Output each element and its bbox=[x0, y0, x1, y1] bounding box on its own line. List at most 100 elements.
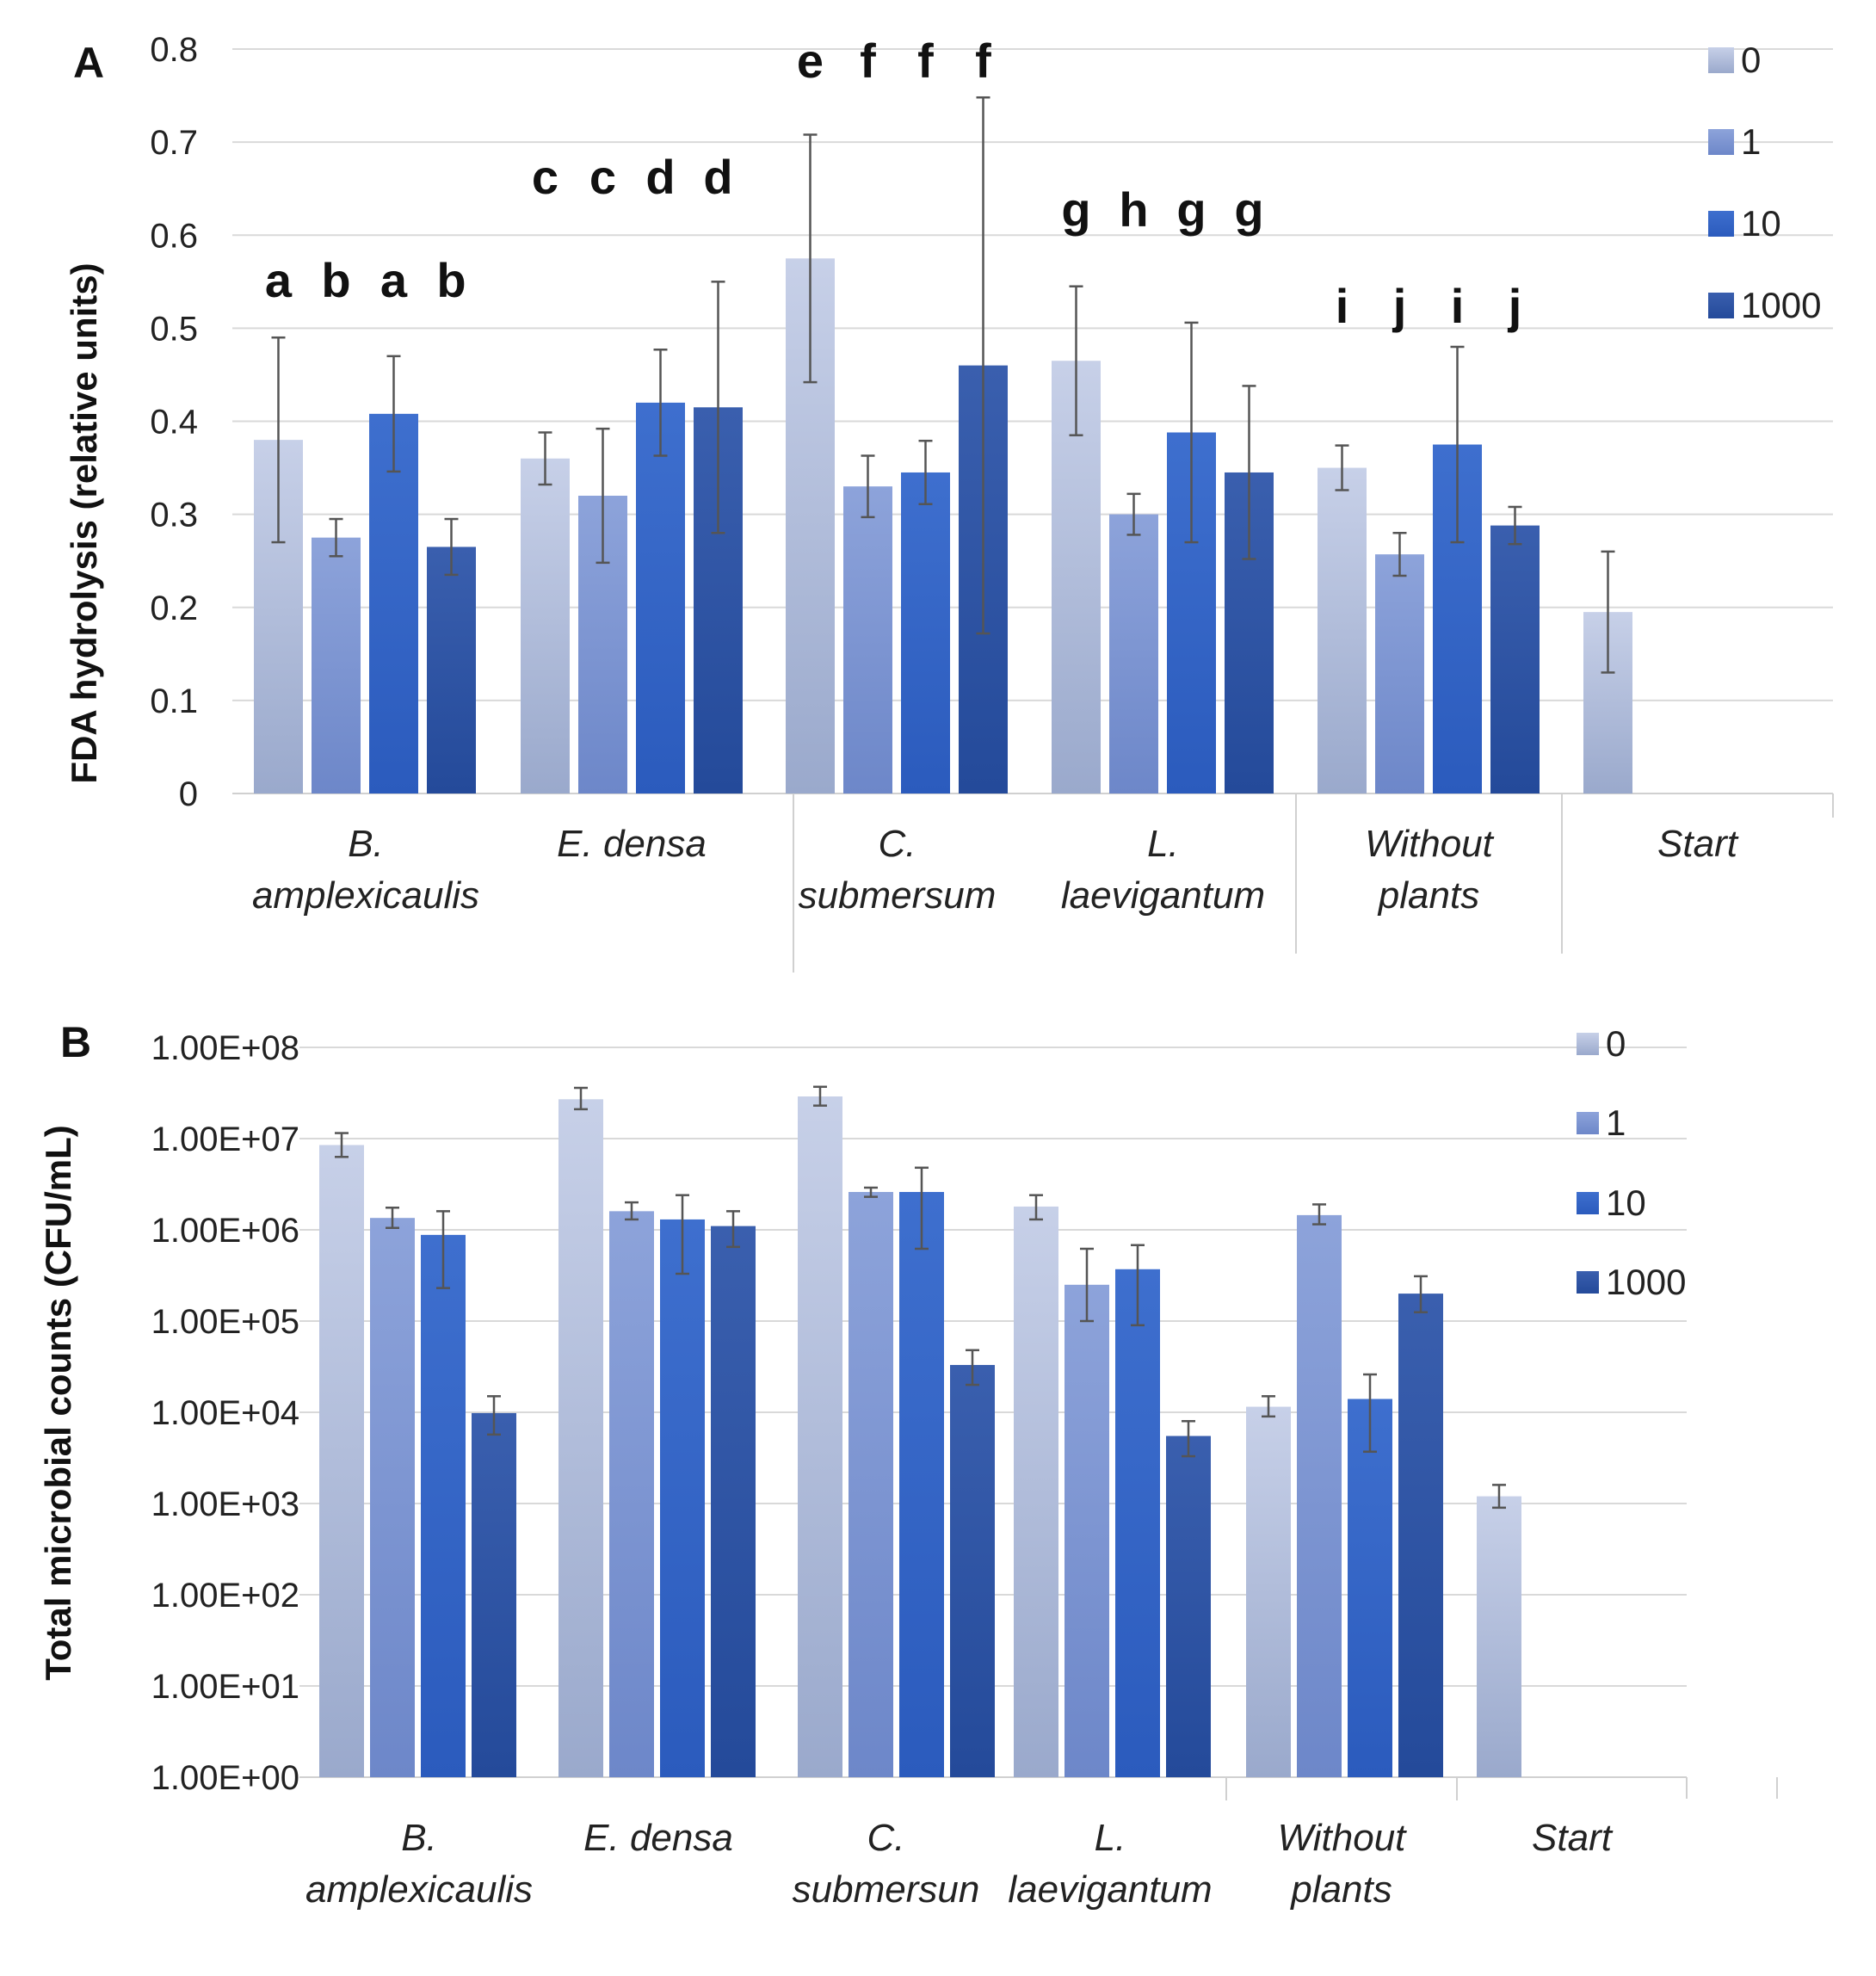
panel-b-bar bbox=[1115, 1269, 1160, 1777]
legend-label: 10 bbox=[1606, 1183, 1646, 1223]
panel-b-bar bbox=[558, 1099, 603, 1777]
panel-b-bar bbox=[1166, 1436, 1211, 1777]
panel-a-category-label: B. amplexicaulis bbox=[252, 823, 479, 917]
panel-a-bar bbox=[1318, 468, 1367, 793]
panel-b-y-axis-title: Total microbial counts (CFU/mL) bbox=[38, 1125, 78, 1681]
legend-swatch bbox=[1577, 1192, 1599, 1214]
panel-a-bar bbox=[427, 546, 476, 793]
panel-a-significance-letter: g bbox=[1061, 182, 1090, 237]
panel-b-y-tick-label: 1.00E+01 bbox=[151, 1668, 299, 1706]
panel-b-y-tick-label: 1.00E+02 bbox=[151, 1577, 299, 1615]
panel-b-chart: B Total microbial counts (CFU/mL) 1.00E+… bbox=[38, 1018, 1777, 1911]
panel-a-legend-item: 10 bbox=[1708, 203, 1781, 244]
panel-b-legend-item: 10 bbox=[1577, 1183, 1646, 1223]
legend-swatch bbox=[1708, 129, 1734, 155]
panel-a-significance-letter: d bbox=[703, 150, 732, 204]
panel-a-significance-letter: f bbox=[860, 34, 876, 88]
panel-b-category-label: Start bbox=[1532, 1817, 1614, 1859]
panel-a-significance-letter: a bbox=[265, 253, 293, 307]
panel-b-bar bbox=[319, 1145, 364, 1777]
panel-a-significance-letter: j bbox=[1392, 279, 1407, 333]
legend-swatch bbox=[1708, 211, 1734, 237]
panel-a-significance-letter: c bbox=[532, 150, 558, 204]
panel-a-y-tick-label: 0.2 bbox=[150, 590, 198, 627]
panel-a-significance-letter: g bbox=[1234, 182, 1263, 237]
legend-label: 0 bbox=[1741, 40, 1761, 80]
panel-b-legend-item: 0 bbox=[1577, 1023, 1626, 1064]
panel-b-category-label: B. amplexicaulis bbox=[305, 1817, 533, 1911]
panel-a-letter: A bbox=[73, 39, 104, 87]
panel-b-bar bbox=[1477, 1497, 1521, 1777]
panel-a-y-tick-label: 0 bbox=[179, 775, 198, 813]
panel-a-category-label: E. densa bbox=[557, 823, 707, 865]
panel-b-y-tick-label: 1.00E+07 bbox=[151, 1121, 299, 1158]
panel-a-category-label: C. submersum bbox=[799, 823, 997, 917]
panel-a-significance-letter: i bbox=[1336, 279, 1349, 333]
panel-a-significance-letter: b bbox=[436, 253, 466, 307]
panel-a-category-label: Start bbox=[1657, 823, 1739, 865]
panel-b-y-tick-label: 1.00E+05 bbox=[151, 1303, 299, 1341]
panel-b-y-tick-label: 1.00E+03 bbox=[151, 1485, 299, 1523]
panel-a-legend-item: 0 bbox=[1708, 40, 1761, 80]
panel-a-y-tick-label: 0.4 bbox=[150, 404, 198, 442]
panel-b-category-label: C. submersun bbox=[793, 1817, 980, 1911]
panel-a-significance-letter: d bbox=[645, 150, 675, 204]
panel-b-bar bbox=[370, 1218, 415, 1777]
panel-a-y-tick-label: 0.6 bbox=[150, 217, 198, 255]
figure: A FDA hydrolysis (relative units) 0 0.1 0.… bbox=[0, 0, 1876, 1976]
panel-a-y-axis-title: FDA hydrolysis (relative units) bbox=[64, 262, 104, 783]
legend-swatch bbox=[1708, 293, 1734, 318]
panel-b-bar bbox=[899, 1192, 944, 1777]
panel-a-significance-letter: i bbox=[1451, 279, 1465, 333]
panel-a-significance-letter: h bbox=[1119, 182, 1148, 237]
panel-b-bar bbox=[849, 1192, 893, 1777]
panel-b-bar bbox=[1246, 1407, 1291, 1777]
panel-a-significance-letter: a bbox=[380, 253, 408, 307]
panel-a-bar bbox=[901, 472, 950, 793]
panel-b-y-tick-label: 1.00E+06 bbox=[151, 1212, 299, 1250]
legend-swatch bbox=[1577, 1033, 1599, 1055]
panel-a-significance-letter: j bbox=[1508, 279, 1522, 333]
panel-a-chart: A FDA hydrolysis (relative units) 0 0.1 0.… bbox=[64, 31, 1833, 973]
panel-a-y-tick-label: 0.3 bbox=[150, 497, 198, 534]
legend-label: 0 bbox=[1606, 1023, 1626, 1064]
panel-a-y-tick-label: 0.5 bbox=[150, 310, 198, 348]
panel-a-y-tick-label: 0.1 bbox=[150, 682, 198, 720]
legend-label: 1000 bbox=[1741, 285, 1821, 325]
panel-a-bar bbox=[312, 538, 361, 793]
panel-b-bar bbox=[421, 1235, 466, 1777]
panel-b-bar bbox=[1065, 1285, 1109, 1777]
panel-b-y-tick-label: 1.00E+04 bbox=[151, 1394, 299, 1432]
panel-a-significance-letter: f bbox=[975, 34, 991, 88]
panel-a-bar bbox=[1109, 515, 1158, 793]
panel-b-bar bbox=[1398, 1294, 1443, 1777]
panel-a-significance-letter: b bbox=[321, 253, 350, 307]
panel-a-bar bbox=[843, 486, 892, 793]
panel-a-significance-letter: f bbox=[917, 34, 934, 88]
legend-swatch bbox=[1708, 47, 1734, 73]
panel-b-bar bbox=[1014, 1207, 1058, 1777]
panel-b-y-tick-label: 1.00E+08 bbox=[151, 1029, 299, 1067]
panel-a-y-tick-label: 0.7 bbox=[150, 124, 198, 162]
panel-a-category-label: L. laevigantum bbox=[1061, 823, 1265, 917]
panel-b-category-label: L. laevigantum bbox=[1008, 1817, 1212, 1911]
panel-b-bar bbox=[660, 1220, 705, 1777]
panel-b-bar bbox=[798, 1096, 842, 1777]
panel-b-letter: B bbox=[60, 1018, 91, 1066]
legend-label: 1 bbox=[1606, 1102, 1626, 1143]
panel-a-significance-letter: e bbox=[797, 34, 824, 88]
panel-a-bar bbox=[636, 403, 685, 793]
panel-b-bar bbox=[950, 1365, 995, 1777]
panel-a-bar bbox=[1490, 526, 1540, 793]
panel-b-bar bbox=[609, 1211, 654, 1777]
panel-b-bar bbox=[1297, 1215, 1342, 1777]
panel-a-y-tick-label: 0.8 bbox=[150, 31, 198, 69]
panel-b-bar bbox=[711, 1226, 756, 1777]
panel-b-legend-item: 1 bbox=[1577, 1102, 1626, 1143]
panel-b-y-tick-label: 1.00E+00 bbox=[151, 1759, 299, 1797]
panel-a-bar bbox=[1375, 554, 1424, 793]
legend-label: 1 bbox=[1741, 121, 1761, 162]
legend-label: 1000 bbox=[1606, 1262, 1686, 1302]
legend-swatch bbox=[1577, 1112, 1599, 1134]
panel-a-category-label: Without plants bbox=[1365, 823, 1495, 917]
